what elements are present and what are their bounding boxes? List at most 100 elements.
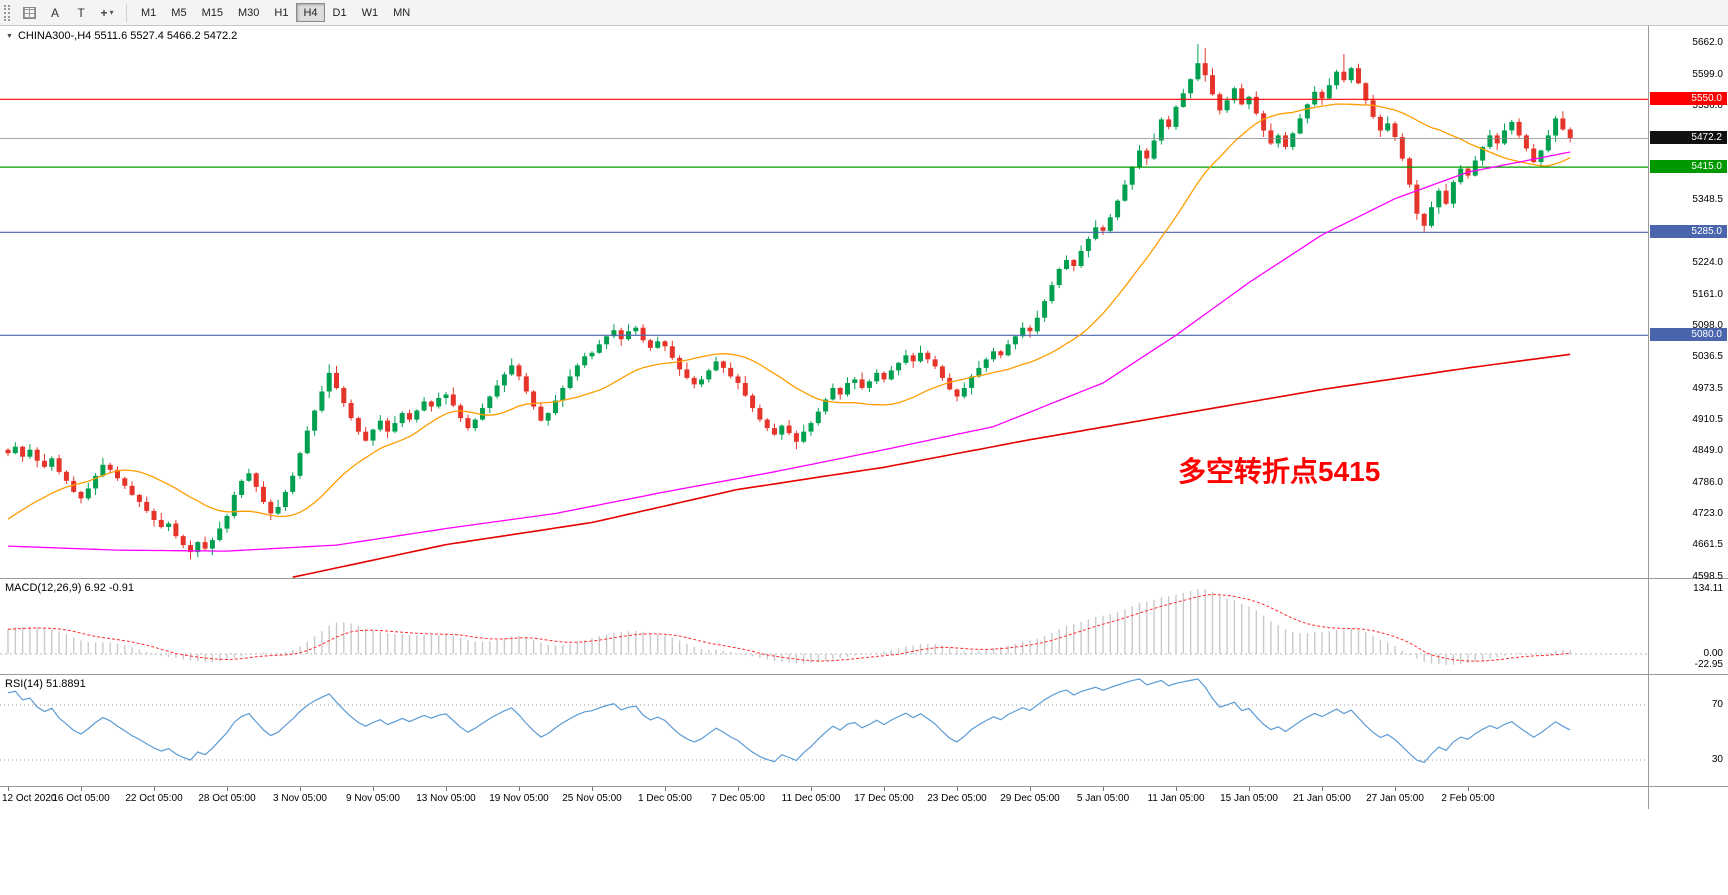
time-axis-label: 17 Dec 05:00 xyxy=(854,793,914,804)
time-axis-tick xyxy=(1176,787,1177,791)
price-axis-label: 5161.0 xyxy=(1692,288,1723,300)
letter-a-tool-button[interactable]: A xyxy=(43,3,67,23)
letter-a-icon: A xyxy=(50,5,59,20)
time-axis-label: 3 Nov 05:00 xyxy=(273,793,327,804)
time-axis-tick xyxy=(81,787,82,791)
time-axis-label: 15 Jan 05:00 xyxy=(1220,793,1278,804)
rsi-axis-label: 70 xyxy=(1711,699,1723,710)
time-axis-tick xyxy=(1395,787,1396,791)
crosshair-icon: + xyxy=(100,5,108,20)
price-axis-label: 5599.0 xyxy=(1692,68,1723,80)
time-axis-label: 27 Jan 05:00 xyxy=(1366,793,1424,804)
time-axis-tick xyxy=(957,787,958,791)
time-axis-label: 11 Dec 05:00 xyxy=(781,793,841,804)
timeframe-button-w1[interactable]: W1 xyxy=(355,3,386,22)
price-axis-label: 5098.0 xyxy=(1692,320,1723,332)
price-axis-label: 4786.0 xyxy=(1692,476,1723,488)
time-axis-tick xyxy=(1249,787,1250,791)
pivot-level-badge: 5415.0 xyxy=(1650,160,1727,174)
time-axis-tick xyxy=(373,787,374,791)
price-axis-label: 5224.0 xyxy=(1692,256,1723,268)
dropdown-caret-icon: ▾ xyxy=(109,8,114,17)
time-axis-tick xyxy=(519,787,520,791)
time-axis-tick xyxy=(1103,787,1104,791)
price-axis-label: 4910.5 xyxy=(1692,414,1723,426)
rsi-axis[interactable]: 70 30 xyxy=(1648,675,1728,786)
time-axis-label: 28 Oct 05:00 xyxy=(198,793,256,804)
price-axis-label: 5662.0 xyxy=(1692,37,1723,49)
toolbar-separator xyxy=(126,3,127,22)
time-axis-label: 23 Dec 05:00 xyxy=(927,793,987,804)
annotation-text: 多空转折点5415 xyxy=(1178,456,1381,487)
timeframe-toolbar: M1 M5 M15 M30 H1 H4 D1 W1 MN xyxy=(134,3,417,22)
macd-panel[interactable]: 134.11 0.00 -22.95 MACD(12,26,9) 6.92 -0.9… xyxy=(0,579,1728,675)
price-axis-label: 4849.0 xyxy=(1692,445,1723,457)
chart-title-text: CHINA300-,H4 5511.6 5527.4 5466.2 5472.2 xyxy=(17,30,238,42)
timeframe-button-h4[interactable]: H4 xyxy=(296,3,325,22)
timeframe-button-h1[interactable]: H1 xyxy=(267,3,295,22)
rsi-panel[interactable]: 70 30 RSI(14) 51.8891 xyxy=(0,675,1728,787)
timeframe-button-m15[interactable]: M15 xyxy=(195,3,230,22)
time-axis-label: 16 Oct 05:00 xyxy=(52,793,110,804)
time-axis-label: 11 Jan 05:00 xyxy=(1147,793,1205,804)
time-axis-tick xyxy=(446,787,447,791)
time-axis-tick xyxy=(884,787,885,791)
time-axis-tick xyxy=(1030,787,1031,791)
time-axis-label: 25 Nov 05:00 xyxy=(562,793,622,804)
timeframe-button-m5[interactable]: M5 xyxy=(164,3,193,22)
time-axis-label: 29 Dec 05:00 xyxy=(1000,793,1060,804)
crosshair-tool-button[interactable]: + ▾ xyxy=(95,3,119,23)
toolbar: A T + ▾ M1 M5 M15 M30 H1 H4 D1 W1 MN xyxy=(0,0,1728,26)
time-axis-label: 21 Jan 05:00 xyxy=(1293,793,1351,804)
candlestick-chart[interactable] xyxy=(0,26,1648,578)
rsi-label: RSI(14) 51.8891 xyxy=(5,678,86,690)
rsi-plot[interactable] xyxy=(0,675,1648,786)
toolbar-grip[interactable] xyxy=(4,4,10,21)
support-level-badge: 5080.0 xyxy=(1650,328,1727,342)
time-axis-label: 19 Nov 05:00 xyxy=(489,793,549,804)
time-axis-tick xyxy=(665,787,666,791)
time-axis-label: 1 Dec 05:00 xyxy=(638,793,692,804)
chart-title: ▼ CHINA300-,H4 5511.6 5527.4 5466.2 5472… xyxy=(6,30,237,42)
time-axis-tick xyxy=(811,787,812,791)
time-axis-tick xyxy=(154,787,155,791)
time-axis-tick xyxy=(300,787,301,791)
main-chart-panel[interactable]: 5662.0 5599.0 5536.0 5348.5 5224.0 5161.0 5098… xyxy=(0,26,1728,581)
timeframe-button-mn[interactable]: MN xyxy=(386,3,417,22)
chart-grid-button[interactable] xyxy=(17,3,41,23)
resistance-level-badge: 5550.0 xyxy=(1650,92,1727,106)
grid-icon xyxy=(22,6,36,19)
macd-axis-label: 0.00 xyxy=(1703,648,1723,659)
timeframe-button-d1[interactable]: D1 xyxy=(326,3,354,22)
rsi-axis-label: 30 xyxy=(1711,754,1723,765)
timeframe-button-m1[interactable]: M1 xyxy=(134,3,163,22)
letter-t-icon: T xyxy=(77,5,85,20)
price-axis-label: 5536.0 xyxy=(1692,100,1723,112)
macd-label: MACD(12,26,9) 6.92 -0.91 xyxy=(5,582,135,594)
time-axis[interactable]: 12 Oct 2020 16 Oct 05:00 22 Oct 05:00 28 Oc… xyxy=(0,787,1728,809)
time-axis-label: 22 Oct 05:00 xyxy=(125,793,183,804)
time-axis-label: 9 Nov 05:00 xyxy=(346,793,400,804)
window-filler xyxy=(0,809,1728,895)
price-axis-label: 4661.5 xyxy=(1692,539,1723,551)
time-axis-tick xyxy=(1322,787,1323,791)
time-axis-tick xyxy=(227,787,228,791)
price-axis-label: 4598.5 xyxy=(1692,570,1723,582)
price-axis-label: 5348.5 xyxy=(1692,194,1723,206)
time-axis-label: 7 Dec 05:00 xyxy=(711,793,765,804)
timeframe-button-m30[interactable]: M30 xyxy=(231,3,266,22)
symbol-dropdown-icon[interactable]: ▼ xyxy=(6,32,13,40)
macd-axis[interactable]: 134.11 0.00 -22.95 xyxy=(1648,579,1728,674)
time-axis-label: 5 Jan 05:00 xyxy=(1076,793,1130,804)
text-tool-button[interactable]: T xyxy=(69,3,93,23)
macd-plot[interactable] xyxy=(0,579,1648,674)
time-axis-label: 12 Oct 2020 xyxy=(2,793,57,804)
price-axis[interactable]: 5662.0 5599.0 5536.0 5348.5 5224.0 5161.0 5098… xyxy=(1648,26,1728,581)
price-axis-label: 4973.5 xyxy=(1692,382,1723,394)
time-axis-tick xyxy=(592,787,593,791)
macd-axis-label: -22.95 xyxy=(1694,659,1723,671)
time-axis-tick xyxy=(8,787,9,791)
time-axis-label: 2 Feb 05:00 xyxy=(1441,793,1495,804)
current-price-badge: 5472.2 xyxy=(1650,131,1727,145)
price-axis-label: 4723.0 xyxy=(1692,508,1723,520)
